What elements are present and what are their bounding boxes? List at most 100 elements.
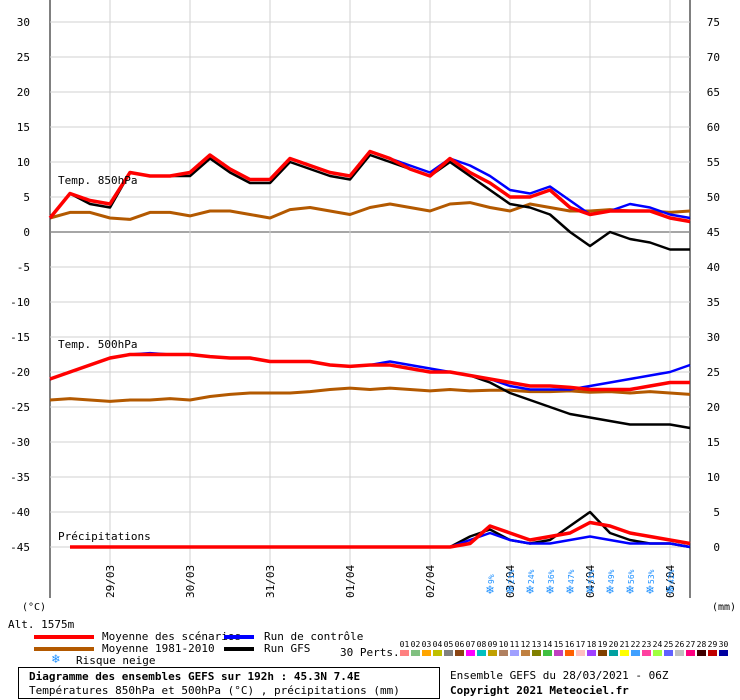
pert-color-swatch <box>664 650 673 656</box>
right-tick-label: 20 <box>707 401 720 414</box>
pert-color-swatch <box>532 650 541 656</box>
left-tick-label: 10 <box>17 156 30 169</box>
right-tick-label: 60 <box>707 121 720 134</box>
left-tick-label: 25 <box>17 51 30 64</box>
pert-legend-item: 14 <box>542 640 553 658</box>
pert-number: 14 <box>542 640 553 649</box>
pert-color-swatch <box>675 650 684 656</box>
pert-color-swatch <box>653 650 662 656</box>
series-precip-line <box>70 520 691 549</box>
series-t850-line <box>49 153 690 251</box>
pert-color-swatch <box>477 650 486 656</box>
snow-icon: ❄ <box>585 583 594 598</box>
snow-icon: ❄ <box>565 583 574 598</box>
pert-legend-item: 04 <box>432 640 443 658</box>
pert-legend-item: 17 <box>575 640 586 658</box>
pert-number: 05 <box>443 640 454 649</box>
right-tick-label: 40 <box>707 261 720 274</box>
right-tick-label: 70 <box>707 51 720 64</box>
pert-legend-item: 22 <box>630 640 641 658</box>
right-axis-unit: (mm) <box>712 602 736 613</box>
pert-legend-item: 21 <box>619 640 630 658</box>
pert-legend-item: 29 <box>707 640 718 658</box>
left-tick-label: 30 <box>17 16 30 29</box>
pert-color-swatch <box>433 650 442 656</box>
pert-number: 20 <box>608 640 619 649</box>
x-tick-label: 01/04 <box>344 565 357 598</box>
pert-color-swatch <box>587 650 596 656</box>
pert-number: 30 <box>718 640 729 649</box>
series-t850-line <box>48 149 691 224</box>
pert-number: 09 <box>487 640 498 649</box>
right-tick-label: 45 <box>707 226 720 239</box>
right-tick-label: 55 <box>707 156 720 169</box>
pert-color-swatch <box>708 650 717 656</box>
pert-legend-item: 18 <box>586 640 597 658</box>
snow-risk-label: 9% <box>487 574 496 584</box>
legend-gfs-label: Run GFS <box>264 642 311 655</box>
pert-legend-item: 07 <box>465 640 476 658</box>
snow-icon: ❄ <box>645 583 654 598</box>
snow-icon: ❄ <box>605 583 614 598</box>
right-tick-label: 75 <box>707 16 720 29</box>
snow-risk-label: 51% <box>587 569 596 584</box>
run-info: Ensemble GEFS du 28/03/2021 - 06Z <box>450 669 669 682</box>
left-tick-label: 15 <box>17 121 30 134</box>
pert-legend-item: 12 <box>520 640 531 658</box>
pert-legend-item: 26 <box>674 640 685 658</box>
right-tick-label: 25 <box>707 366 720 379</box>
pert-color-swatch <box>510 650 519 656</box>
pert-legend-item: 23 <box>641 640 652 658</box>
series-t500-line <box>49 386 691 403</box>
right-tick-label: 0 <box>713 541 720 554</box>
x-tick-label: 31/03 <box>264 565 277 598</box>
snow-risk-label: 49% <box>607 569 616 584</box>
left-tick-label: -5 <box>17 261 30 274</box>
x-tick-label: 05/04 <box>664 565 677 598</box>
pert-color-swatch <box>686 650 695 656</box>
pert-color-swatch <box>576 650 585 656</box>
series-precip-line <box>70 531 691 549</box>
left-tick-label: -35 <box>10 471 30 484</box>
pert-number: 10 <box>498 640 509 649</box>
pert-legend-item: 27 <box>685 640 696 658</box>
panel-label-t850: Temp. 850hPa <box>58 174 137 187</box>
footer-title-box: Diagramme des ensembles GEFS sur 192h : … <box>18 667 440 699</box>
pert-color-swatch <box>466 650 475 656</box>
x-tick-label: 30/03 <box>184 565 197 598</box>
legend-control-label: Run de contrôle <box>264 630 364 643</box>
pert-number: 29 <box>707 640 718 649</box>
pert-number: 22 <box>630 640 641 649</box>
pert-legend-item: 24 <box>652 640 663 658</box>
pert-color-swatch <box>554 650 563 656</box>
pert-legend-item: 01 <box>399 640 410 658</box>
panel-label-precip: Précipitations <box>58 530 151 543</box>
snow-icon: ❄ <box>625 583 634 598</box>
pert-legend-item: 28 <box>696 640 707 658</box>
snow-icon: ❄ <box>525 583 534 598</box>
pert-color-swatch <box>598 650 607 656</box>
pert-color-swatch <box>609 650 618 656</box>
series-t850-line <box>49 201 691 221</box>
left-tick-label: -20 <box>10 366 30 379</box>
legend-mean-swatch <box>34 635 94 639</box>
pert-number: 16 <box>564 640 575 649</box>
legend-clim-swatch <box>34 647 94 651</box>
pert-color-swatch <box>411 650 420 656</box>
series-t500-line <box>49 352 690 392</box>
right-tick-label: 15 <box>707 436 720 449</box>
right-tick-label: 5 <box>713 506 720 519</box>
pert-legend-item: 15 <box>553 640 564 658</box>
pert-number: 19 <box>597 640 608 649</box>
pert-color-swatch <box>400 650 409 656</box>
panel-label-t500: Temp. 500hPa <box>58 338 137 351</box>
pert-legend-item: 03 <box>421 640 432 658</box>
x-tick-label: 04/04 <box>584 565 597 598</box>
snow-risk-label: 47% <box>567 569 576 584</box>
pert-legend-item: 08 <box>476 640 487 658</box>
left-tick-label: -30 <box>10 436 30 449</box>
snow-risk-label: 36% <box>547 569 556 584</box>
legend-snow-icon: ❄ <box>52 652 60 667</box>
